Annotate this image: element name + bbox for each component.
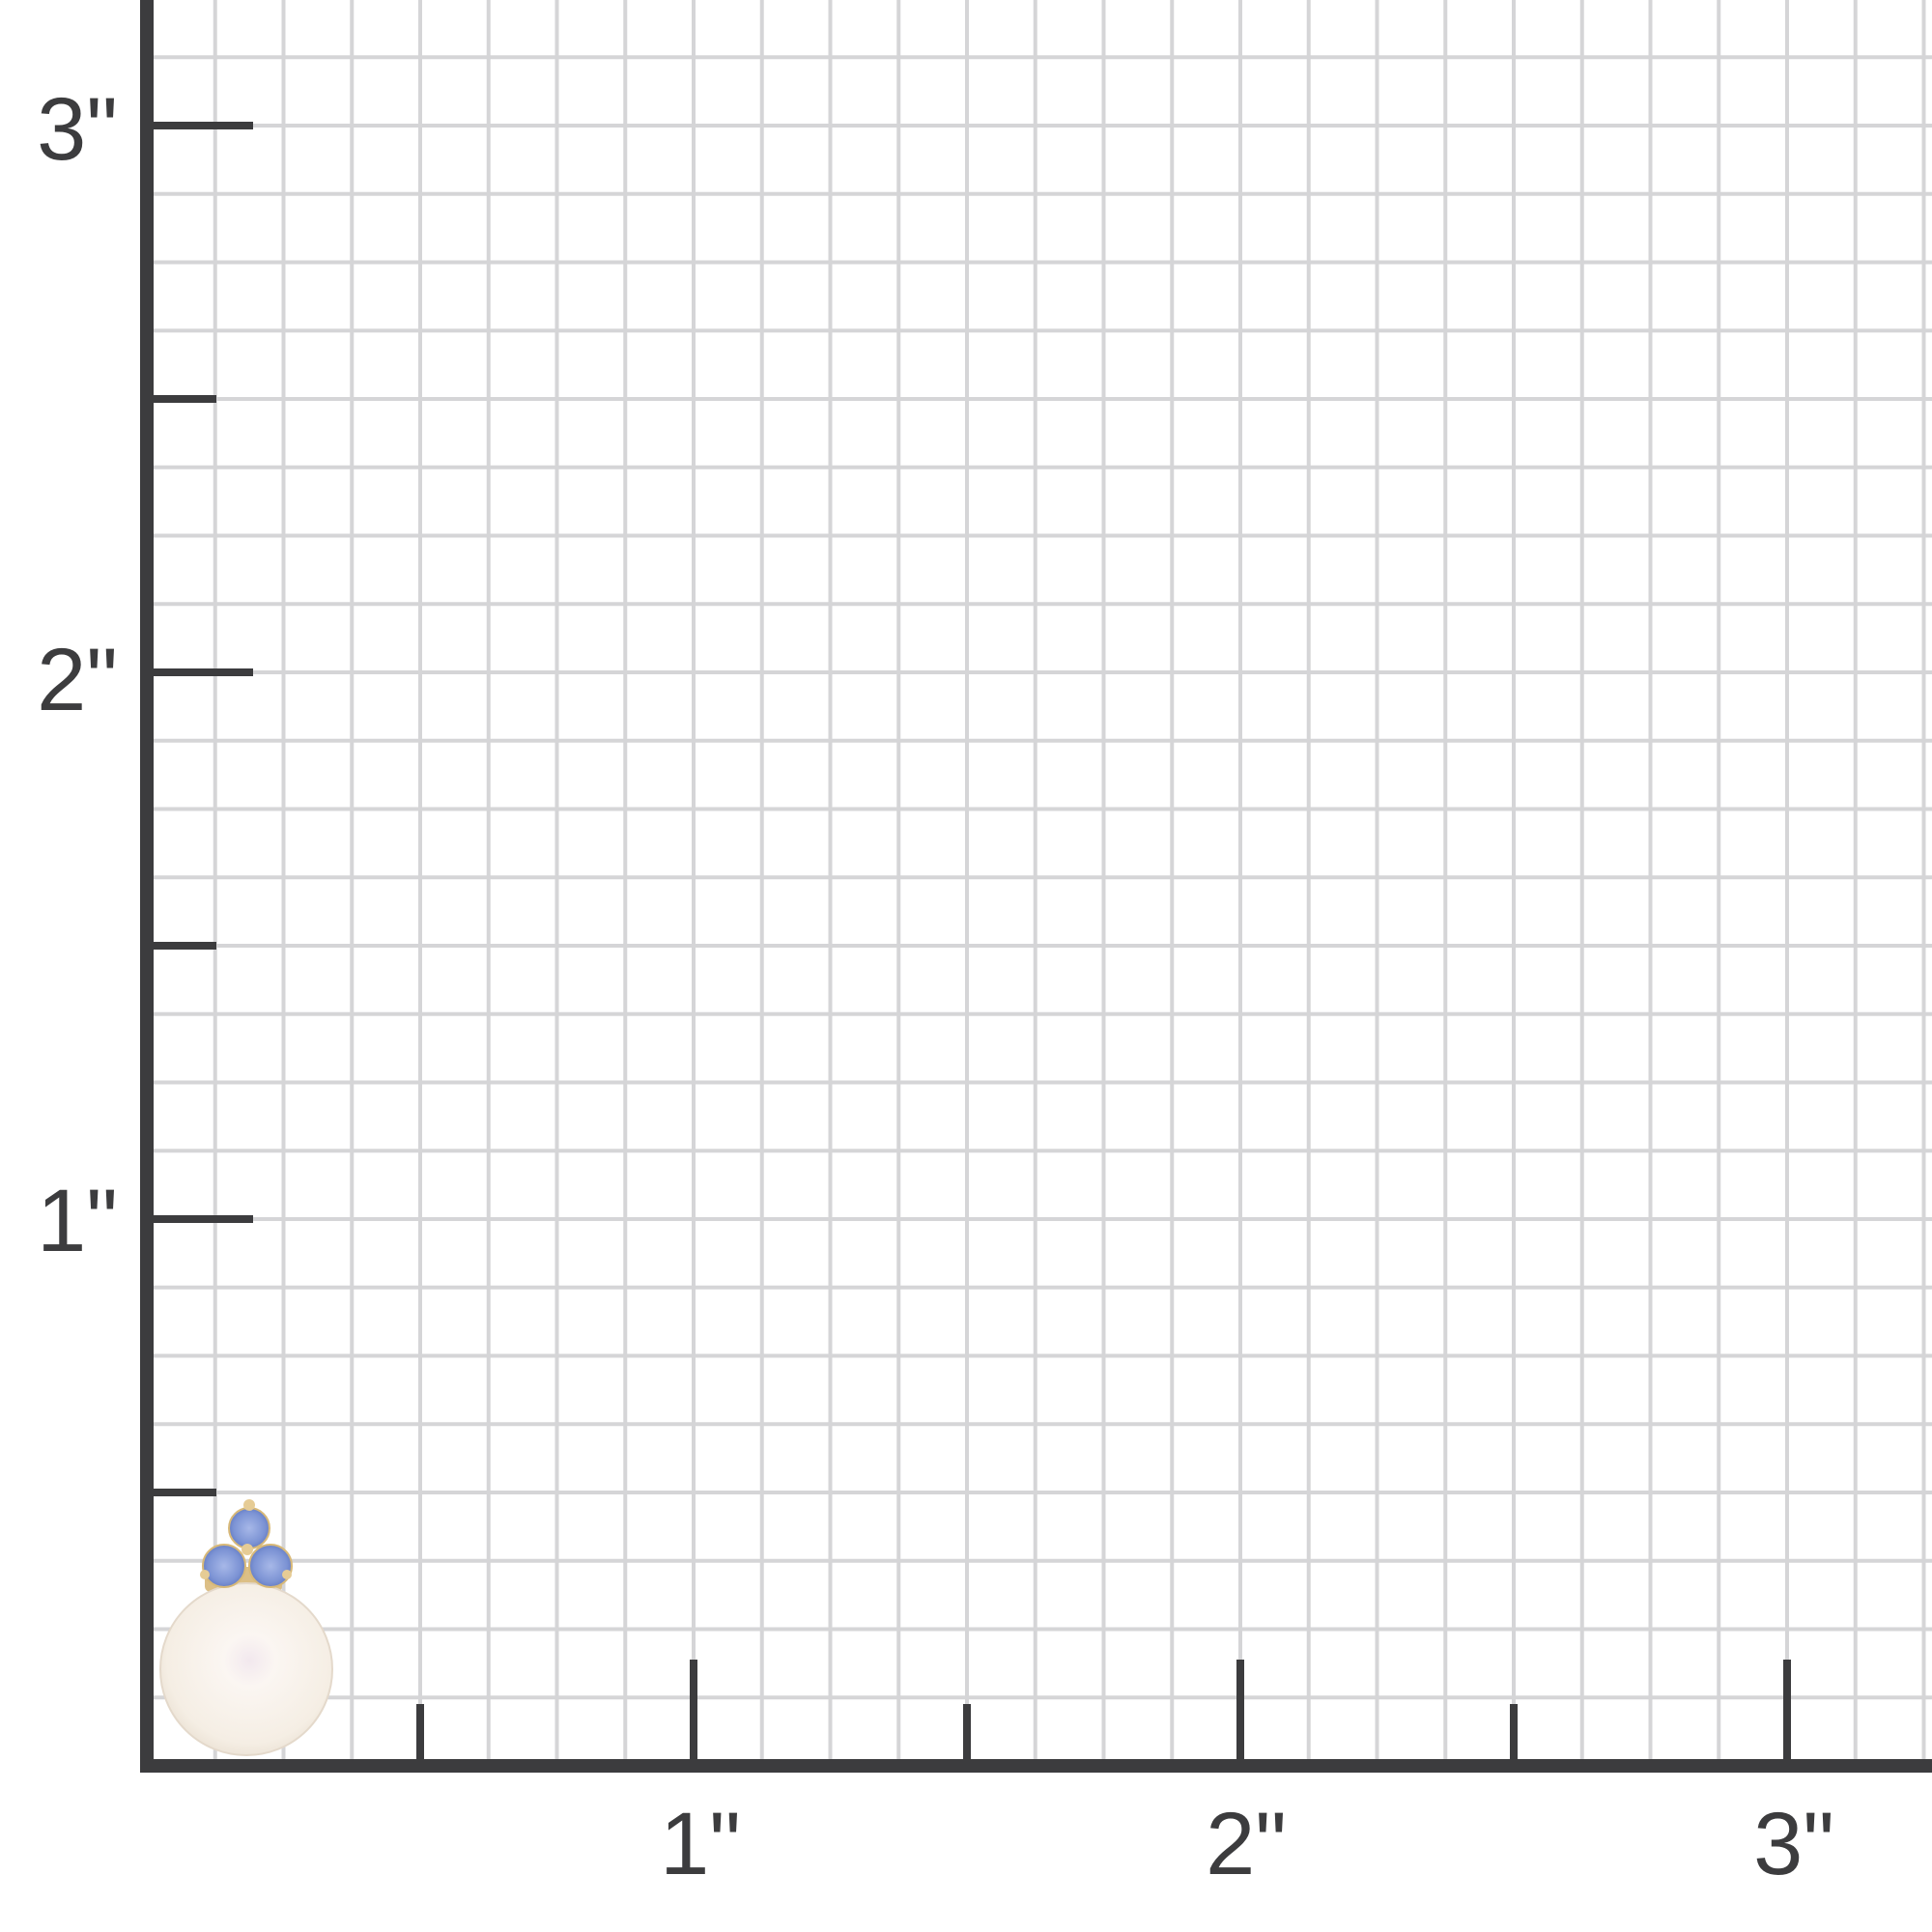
- x-label-1: 1": [660, 1795, 741, 1893]
- sapphire-right: [248, 1544, 293, 1588]
- pearl-earring-image: [159, 1499, 333, 1756]
- x-axis-labels: 1" 2" 3": [660, 1795, 1834, 1893]
- grid-lines: [147, 0, 1932, 1766]
- sapphire-top: [228, 1507, 270, 1549]
- axes: [140, 0, 1932, 1773]
- y-label-3: 3": [37, 80, 118, 179]
- x-label-3: 3": [1753, 1795, 1834, 1893]
- pearl: [159, 1582, 333, 1756]
- y-label-2: 2": [37, 631, 118, 729]
- x-label-2: 2": [1206, 1795, 1287, 1893]
- sapphire-left: [202, 1544, 246, 1588]
- y-axis-labels: 1" 2" 3": [37, 80, 118, 1270]
- y-label-1: 1": [37, 1172, 118, 1270]
- axis-ticks: [147, 122, 1791, 1766]
